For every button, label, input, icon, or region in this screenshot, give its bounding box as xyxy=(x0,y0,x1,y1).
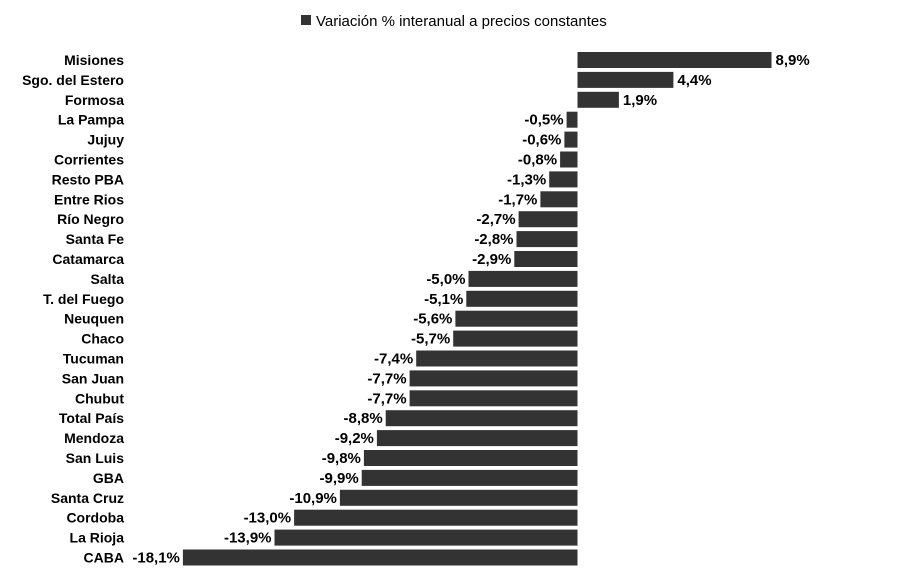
legend-label: Variación % interanual a precios constan… xyxy=(316,13,607,30)
bar-13 xyxy=(455,310,578,327)
value-label-21: -9,9% xyxy=(320,470,359,487)
value-labels: 8,9% 4,4% 1,9% -0,5% -0,6% -0,8% -1,3% -1,7% -2,… xyxy=(132,52,809,567)
category-label-1: Sgo. del Estero xyxy=(22,72,124,88)
category-label-19: Mendoza xyxy=(64,430,124,446)
category-label-15: Tucuman xyxy=(63,351,124,367)
value-label-25: -18,1% xyxy=(132,550,180,567)
value-label-3: -0,5% xyxy=(524,112,563,129)
category-label-11: Salta xyxy=(91,271,125,287)
category-label-17: Chubut xyxy=(75,390,124,406)
bar-5 xyxy=(560,151,578,168)
value-label-11: -5,0% xyxy=(426,271,465,288)
value-label-18: -8,8% xyxy=(344,410,383,427)
bar-12 xyxy=(466,290,578,307)
bar-10 xyxy=(514,251,578,267)
bar-23 xyxy=(294,509,578,526)
value-label-8: -2,7% xyxy=(476,211,515,228)
bar-2 xyxy=(577,91,619,108)
category-label-22: Santa Cruz xyxy=(51,490,124,506)
bar-16 xyxy=(409,370,578,387)
bar-6 xyxy=(549,171,578,188)
category-label-4: Jujuy xyxy=(87,132,124,148)
category-label-3: La Pampa xyxy=(58,112,124,128)
category-label-25: CABA xyxy=(84,550,124,566)
bar-3 xyxy=(566,111,578,128)
value-label-14: -5,7% xyxy=(411,331,450,348)
bar-19 xyxy=(376,430,578,447)
category-label-9: Santa Fe xyxy=(66,231,125,247)
category-label-8: Río Negro xyxy=(57,211,124,227)
bar-25 xyxy=(182,549,578,566)
value-label-13: -5,6% xyxy=(413,311,452,328)
bar-9 xyxy=(516,231,578,248)
category-label-24: La Rioja xyxy=(70,530,125,546)
value-label-17: -7,7% xyxy=(367,390,406,407)
bar-8 xyxy=(518,211,578,228)
bar-20 xyxy=(363,450,578,466)
legend: Variación % interanual a precios constan… xyxy=(301,13,607,30)
category-label-12: T. del Fuego xyxy=(43,291,124,307)
bar-11 xyxy=(468,270,578,287)
value-label-7: -1,7% xyxy=(498,191,537,208)
value-label-19: -9,2% xyxy=(335,430,374,447)
bar-7 xyxy=(540,191,578,208)
value-label-2: 1,9% xyxy=(623,92,657,109)
bar-4 xyxy=(564,131,578,148)
value-label-12: -5,1% xyxy=(424,291,463,308)
category-label-21: GBA xyxy=(93,470,124,486)
bar-14 xyxy=(453,330,578,347)
value-label-9: -2,8% xyxy=(474,231,513,248)
bar-1 xyxy=(577,71,674,88)
bar-15 xyxy=(416,350,578,367)
category-label-18: Total País xyxy=(59,410,124,426)
category-label-7: Entre Rios xyxy=(54,191,124,207)
value-label-22: -10,9% xyxy=(289,490,337,507)
value-label-10: -2,9% xyxy=(472,251,511,268)
value-label-23: -13,0% xyxy=(244,510,292,527)
value-label-6: -1,3% xyxy=(507,171,546,188)
bars-group xyxy=(182,52,772,566)
category-label-16: San Juan xyxy=(62,370,124,386)
bar-24 xyxy=(274,529,578,546)
category-label-20: San Luis xyxy=(66,450,125,466)
category-label-5: Corrientes xyxy=(54,152,124,168)
legend-swatch xyxy=(301,15,311,25)
category-label-2: Formosa xyxy=(65,92,124,108)
category-label-0: Misiones xyxy=(64,52,124,68)
bar-0 xyxy=(577,52,772,68)
bar-21 xyxy=(361,469,578,486)
bar-17 xyxy=(409,390,578,407)
bar-22 xyxy=(339,489,578,506)
value-label-24: -13,9% xyxy=(224,530,272,547)
value-label-15: -7,4% xyxy=(374,351,413,368)
value-label-5: -0,8% xyxy=(518,152,557,169)
value-label-16: -7,7% xyxy=(367,370,406,387)
category-label-6: Resto PBA xyxy=(52,171,124,187)
category-label-23: Cordoba xyxy=(66,510,124,526)
value-label-4: -0,6% xyxy=(522,132,561,149)
category-label-10: Catamarca xyxy=(52,251,124,267)
category-labels: Misiones Sgo. del Estero Formosa La Pampa Ju… xyxy=(22,52,124,566)
value-label-20: -9,8% xyxy=(322,450,361,467)
value-label-1: 4,4% xyxy=(677,72,711,89)
category-label-14: Chaco xyxy=(81,331,124,347)
bar-18 xyxy=(385,410,578,427)
value-label-0: 8,9% xyxy=(776,52,810,69)
category-label-13: Neuquen xyxy=(64,311,124,327)
